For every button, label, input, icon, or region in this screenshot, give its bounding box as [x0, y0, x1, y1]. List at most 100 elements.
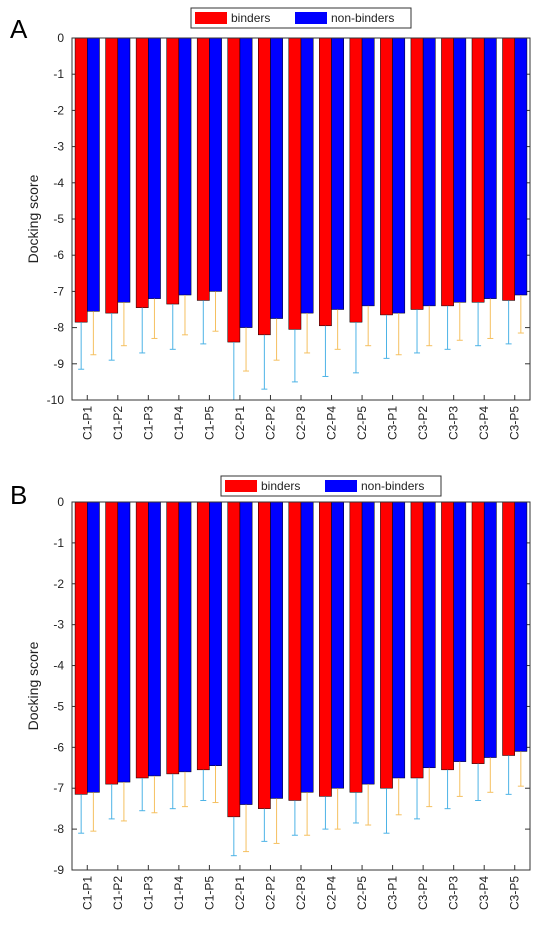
y-tick-label: 0	[57, 495, 64, 509]
x-tick-label: C3-P5	[508, 876, 522, 910]
error-bar	[291, 800, 298, 836]
bar	[300, 501, 314, 793]
bar	[422, 37, 436, 307]
bar	[502, 501, 515, 756]
x-tick-label: C2-P2	[263, 406, 277, 440]
y-tick-label: -9	[53, 357, 64, 371]
legend-swatch	[325, 480, 357, 492]
error-bar	[212, 291, 219, 332]
error-bar	[395, 313, 402, 356]
error-bar	[414, 778, 421, 820]
y-tick-label: -3	[53, 618, 64, 632]
error-bar	[151, 298, 158, 339]
bar	[135, 37, 149, 308]
error-bar	[243, 804, 250, 853]
y-axis-label: Docking score	[25, 174, 41, 263]
bar	[361, 501, 375, 785]
bar	[319, 37, 332, 327]
bar	[148, 501, 161, 777]
error-bar	[322, 325, 329, 377]
bar	[483, 501, 497, 758]
error-bar	[181, 295, 188, 336]
bar	[331, 37, 344, 310]
error-bar	[230, 816, 237, 857]
x-tick-label: C1-P3	[141, 406, 155, 440]
x-tick-label: C2-P2	[263, 876, 277, 910]
error-bar	[304, 792, 311, 836]
panel-label: B	[10, 480, 27, 510]
error-bar	[273, 318, 280, 361]
bar	[483, 37, 497, 299]
bar	[227, 37, 241, 343]
bar	[453, 37, 467, 303]
x-tick-label: C3-P2	[416, 406, 430, 440]
error-bar	[243, 327, 250, 372]
error-bar	[291, 329, 298, 383]
error-bar	[108, 313, 115, 361]
error-bar	[352, 322, 359, 374]
y-tick-label: -2	[53, 577, 64, 591]
bar	[380, 501, 393, 789]
error-bar	[505, 755, 512, 795]
bar	[441, 37, 454, 307]
error-bar	[505, 300, 512, 345]
error-bar	[456, 761, 463, 797]
error-bar	[120, 302, 127, 347]
bar	[422, 501, 436, 769]
error-bar	[475, 763, 482, 801]
error-bar	[487, 298, 494, 339]
error-bar	[120, 782, 127, 822]
error-bar	[517, 751, 524, 787]
bar	[258, 37, 271, 336]
x-tick-label: C1-P4	[172, 876, 186, 910]
legend-label: non-binders	[361, 479, 424, 493]
bar	[410, 37, 424, 310]
bar	[319, 501, 332, 797]
bar	[471, 501, 485, 764]
error-bar	[200, 300, 207, 345]
error-bar	[426, 305, 433, 347]
error-bar	[139, 778, 146, 812]
x-tick-label: C2-P1	[233, 876, 247, 910]
bar	[453, 501, 467, 762]
x-tick-label: C2-P4	[325, 876, 339, 910]
error-bar	[151, 775, 158, 814]
error-bar	[444, 305, 451, 350]
x-tick-label: C3-P2	[416, 876, 430, 910]
bar	[209, 501, 222, 766]
error-bar	[304, 313, 311, 354]
x-tick-label: C2-P1	[233, 406, 247, 440]
bar	[87, 501, 100, 793]
x-tick-label: C1-P2	[111, 876, 125, 910]
error-bar	[352, 792, 359, 824]
error-bar	[169, 773, 176, 810]
y-tick-label: 0	[57, 31, 64, 45]
legend-label: binders	[231, 11, 270, 25]
y-tick-label: -5	[53, 699, 64, 713]
legend-swatch	[295, 12, 327, 24]
y-tick-label: -4	[53, 176, 64, 190]
y-tick-label: -6	[53, 248, 64, 262]
y-tick-label: -8	[53, 321, 64, 335]
bar	[441, 501, 454, 771]
error-bar	[90, 311, 97, 356]
bar	[270, 501, 283, 799]
bar	[410, 501, 424, 779]
x-tick-label: C1-P1	[80, 876, 94, 910]
y-tick-label: -10	[47, 393, 65, 407]
x-tick-label: C1-P2	[111, 406, 125, 440]
x-tick-label: C1-P3	[141, 876, 155, 910]
error-bar	[78, 322, 85, 370]
x-tick-label: C2-P3	[294, 406, 308, 440]
x-tick-label: C3-P3	[447, 876, 461, 910]
bar	[105, 37, 119, 314]
error-bar	[261, 808, 268, 842]
legend-label: binders	[261, 479, 300, 493]
bar	[502, 37, 515, 301]
error-bar	[365, 305, 372, 347]
bar	[178, 37, 192, 296]
bar	[117, 501, 131, 783]
error-bar	[365, 784, 372, 826]
bar	[166, 37, 180, 305]
bar	[105, 501, 119, 785]
